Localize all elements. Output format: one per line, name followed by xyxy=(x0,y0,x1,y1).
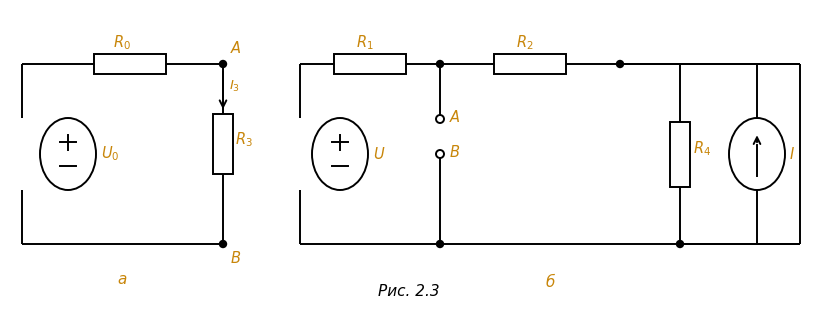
Text: $R_2$: $R_2$ xyxy=(516,33,534,52)
Bar xyxy=(494,54,566,74)
Bar xyxy=(670,122,690,187)
Circle shape xyxy=(219,61,227,68)
Circle shape xyxy=(436,150,444,158)
Text: $a$: $a$ xyxy=(117,272,128,287)
Ellipse shape xyxy=(40,118,96,190)
Text: $R_4$: $R_4$ xyxy=(693,140,711,158)
Circle shape xyxy=(617,61,623,68)
Circle shape xyxy=(437,61,443,68)
Bar xyxy=(213,114,233,174)
Circle shape xyxy=(676,241,684,248)
Text: $I_3$: $I_3$ xyxy=(229,79,240,94)
Text: $R_3$: $R_3$ xyxy=(235,131,253,149)
Text: $A$: $A$ xyxy=(230,40,242,56)
Text: $R_0$: $R_0$ xyxy=(113,33,131,52)
Text: $B$: $B$ xyxy=(230,250,241,266)
Ellipse shape xyxy=(312,118,368,190)
Bar xyxy=(334,54,406,74)
Bar xyxy=(94,54,166,74)
Circle shape xyxy=(219,241,227,248)
Circle shape xyxy=(437,241,443,248)
Circle shape xyxy=(436,115,444,123)
Text: $б$: $б$ xyxy=(545,272,555,290)
Text: $U$: $U$ xyxy=(373,146,385,162)
Text: $A$: $A$ xyxy=(449,109,461,125)
Text: $U_0$: $U_0$ xyxy=(101,145,119,163)
Ellipse shape xyxy=(729,118,785,190)
Text: $R_1$: $R_1$ xyxy=(356,33,374,52)
Text: $I$: $I$ xyxy=(789,146,795,162)
Text: $B$: $B$ xyxy=(449,144,461,160)
Text: Рис. 2.3: Рис. 2.3 xyxy=(378,284,440,299)
